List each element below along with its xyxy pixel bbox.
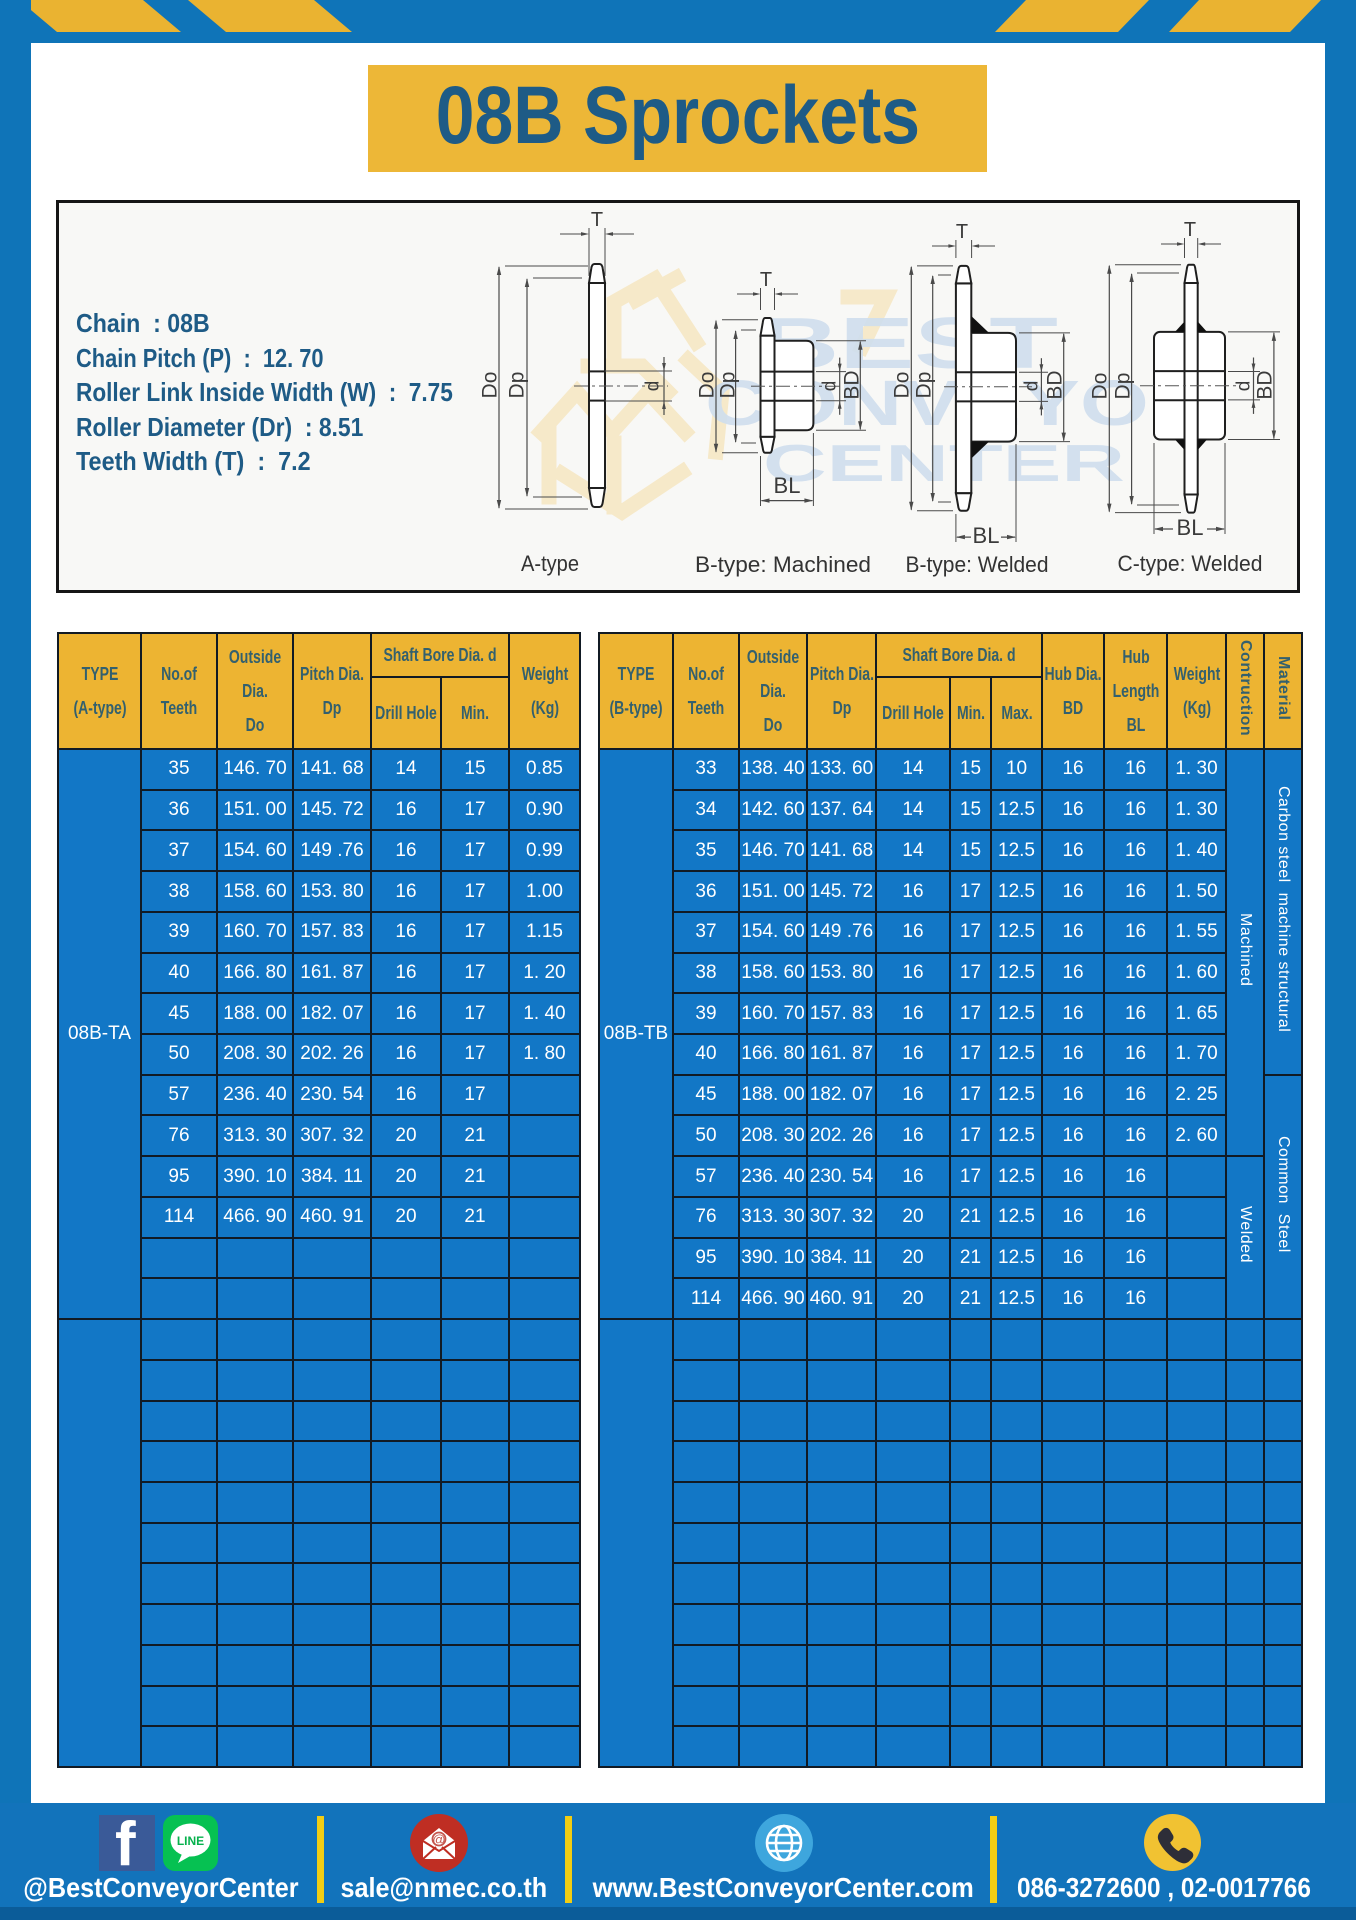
svg-text:BL: BL (1177, 515, 1204, 540)
svg-text:d: d (1022, 381, 1043, 392)
svg-text:Do: Do (479, 372, 502, 399)
svg-text:T: T (591, 209, 603, 231)
svg-text:Do: Do (1089, 373, 1112, 400)
svg-text:Dp: Dp (506, 372, 529, 399)
svg-text:BD: BD (1254, 370, 1277, 399)
svg-text:Dp: Dp (1112, 373, 1135, 400)
svg-text:LINE: LINE (177, 1834, 204, 1848)
svg-text:CENTER: CENTER (763, 435, 1125, 493)
svg-text:d: d (1234, 381, 1255, 392)
svg-text:C-type: Welded: C-type: Welded (1118, 551, 1263, 576)
svg-text:B-type: Machined: B-type: Machined (695, 552, 871, 577)
svg-text:BD: BD (841, 370, 864, 399)
svg-text:d: d (643, 381, 664, 392)
svg-text:BD: BD (1044, 370, 1067, 399)
svg-text:T: T (760, 269, 772, 291)
svg-text:@: @ (432, 1832, 445, 1847)
svg-text:Dp: Dp (913, 372, 936, 399)
svg-text:BL: BL (973, 523, 1000, 548)
svg-text:Do: Do (891, 372, 914, 399)
svg-text:B-type: Welded: B-type: Welded (906, 552, 1049, 577)
svg-text:A-type: A-type (521, 551, 579, 576)
svg-text:BL: BL (774, 473, 801, 498)
svg-text:T: T (1184, 219, 1196, 241)
svg-text:Do: Do (696, 372, 719, 399)
svg-text:T: T (956, 221, 968, 243)
svg-text:Dp: Dp (717, 372, 740, 399)
svg-text:d: d (820, 381, 841, 392)
